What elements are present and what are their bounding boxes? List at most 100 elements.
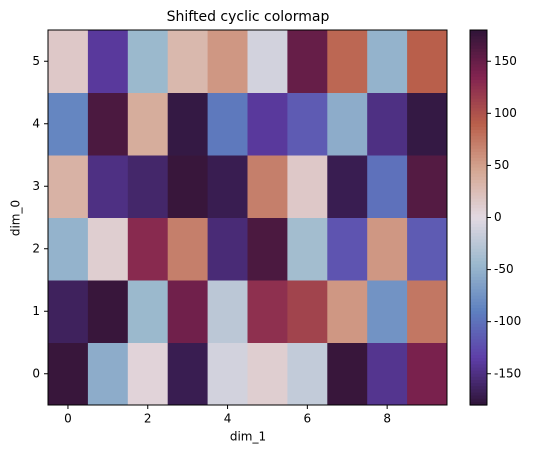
heatmap-cell xyxy=(287,280,328,343)
colorbar-segment xyxy=(470,226,487,231)
y-tick-label: 1 xyxy=(32,304,40,318)
colorbar-segment xyxy=(470,108,487,112)
colorbar-segment xyxy=(470,120,487,125)
x-tick-label: 8 xyxy=(383,412,391,426)
colorbar-segment xyxy=(470,295,487,300)
heatmap-cell xyxy=(207,280,248,343)
colorbar-segment xyxy=(470,398,487,403)
colorbar-segment xyxy=(470,258,487,262)
colorbar-segment xyxy=(470,280,487,284)
heatmap-cell xyxy=(247,217,288,281)
colorbar-segment xyxy=(470,151,487,156)
colorbar-segment xyxy=(470,198,487,203)
colorbar-segment xyxy=(470,351,487,356)
colorbar-segment xyxy=(470,311,487,315)
colorbar-segment xyxy=(470,48,487,53)
heatmap-cell xyxy=(327,155,368,218)
x-tick-label: 0 xyxy=(64,412,72,426)
colorbar-segment xyxy=(470,233,487,237)
heatmap-cell xyxy=(127,280,169,343)
y-tick-label: 2 xyxy=(32,241,40,255)
colorbar-segment xyxy=(470,392,487,397)
colorbar-segment xyxy=(470,145,487,150)
colorbar-segment xyxy=(470,36,487,40)
x-tick-label: 2 xyxy=(144,412,152,426)
colorbar-segment xyxy=(470,251,487,256)
heatmap-cell xyxy=(367,280,408,343)
colorbar-segment xyxy=(470,70,487,75)
heatmap-cell xyxy=(207,342,248,406)
colorbar-segment xyxy=(470,170,487,175)
y-tick-label: 0 xyxy=(32,366,40,380)
plot-frame xyxy=(47,29,448,406)
colorbar-segment xyxy=(470,39,487,44)
colorbar-segment xyxy=(470,339,487,344)
colorbar-segment xyxy=(470,298,487,303)
heatmap-cell xyxy=(48,30,89,93)
colorbar-segment xyxy=(470,183,487,187)
colorbar-segment xyxy=(470,114,487,119)
heatmap-cell xyxy=(127,30,169,93)
colorbar-segment xyxy=(470,92,487,97)
colorbar-segment xyxy=(470,380,487,384)
colorbar-segment xyxy=(470,286,487,290)
x-axis-label: dim_1 xyxy=(230,430,266,444)
colorbar-segment xyxy=(470,320,487,325)
colorbar-segment xyxy=(470,330,487,334)
heatmap-cell xyxy=(247,280,288,343)
heatmap-cell xyxy=(48,217,89,281)
heatmap-cell xyxy=(327,92,368,156)
colorbar-segment xyxy=(470,267,487,272)
heatmap-cell xyxy=(87,155,129,218)
colorbar-segment xyxy=(470,292,487,297)
colorbar-segment xyxy=(470,289,487,294)
colorbar-segment xyxy=(470,401,487,406)
colorbar-segment xyxy=(470,186,487,190)
heatmap-cell xyxy=(367,342,408,406)
colorbar-segment xyxy=(470,220,487,225)
colorbar-segment xyxy=(470,248,487,253)
colorbar-segment xyxy=(470,133,487,137)
colorbar-segment xyxy=(470,345,487,350)
colorbar-segment xyxy=(470,161,487,165)
colorbar-segment xyxy=(470,67,487,72)
colorbar-segment xyxy=(470,148,487,153)
colorbar-segment xyxy=(470,314,487,319)
colorbar-segment xyxy=(470,358,487,362)
colorbar-segment xyxy=(470,355,487,359)
colorbar-segment xyxy=(470,301,487,306)
heatmap-cell xyxy=(407,342,448,406)
colorbar-segment xyxy=(470,30,487,34)
colorbar-segment xyxy=(470,173,487,178)
colorbar-segment xyxy=(470,55,487,59)
heatmap-cell xyxy=(167,30,209,93)
heatmap-cell xyxy=(327,280,368,343)
colorbar-segment xyxy=(470,273,487,278)
colorbar-segment xyxy=(470,217,487,222)
colorbar-tick-label: -100 xyxy=(494,314,521,328)
y-axis-label: dim_0 xyxy=(9,200,23,236)
heatmap-cell xyxy=(127,342,169,406)
heatmap-cell xyxy=(247,342,288,406)
heatmap-cell xyxy=(327,217,368,281)
y-tick-label: 4 xyxy=(32,116,40,130)
colorbar-segment xyxy=(470,130,487,134)
colorbar-segment xyxy=(470,242,487,247)
heatmap-cell xyxy=(127,92,169,156)
colorbar-tick-label: 150 xyxy=(494,54,517,68)
colorbar-segment xyxy=(470,136,487,140)
colorbar-segment xyxy=(470,76,487,81)
heatmap-cell xyxy=(287,155,328,218)
colorbar-segment xyxy=(470,105,487,109)
heatmap-cell xyxy=(327,342,368,406)
heatmap-cell xyxy=(247,30,288,93)
colorbar-segment xyxy=(470,98,487,103)
chart-title: Shifted cyclic colormap xyxy=(167,9,330,25)
colorbar-segment xyxy=(470,95,487,100)
colorbar-segment xyxy=(470,230,487,234)
colorbar-segment xyxy=(470,367,487,372)
colorbar-segment xyxy=(470,142,487,147)
colorbar-segment xyxy=(470,189,487,194)
colorbar-segment xyxy=(470,208,487,212)
colorbar-segment xyxy=(470,317,487,322)
